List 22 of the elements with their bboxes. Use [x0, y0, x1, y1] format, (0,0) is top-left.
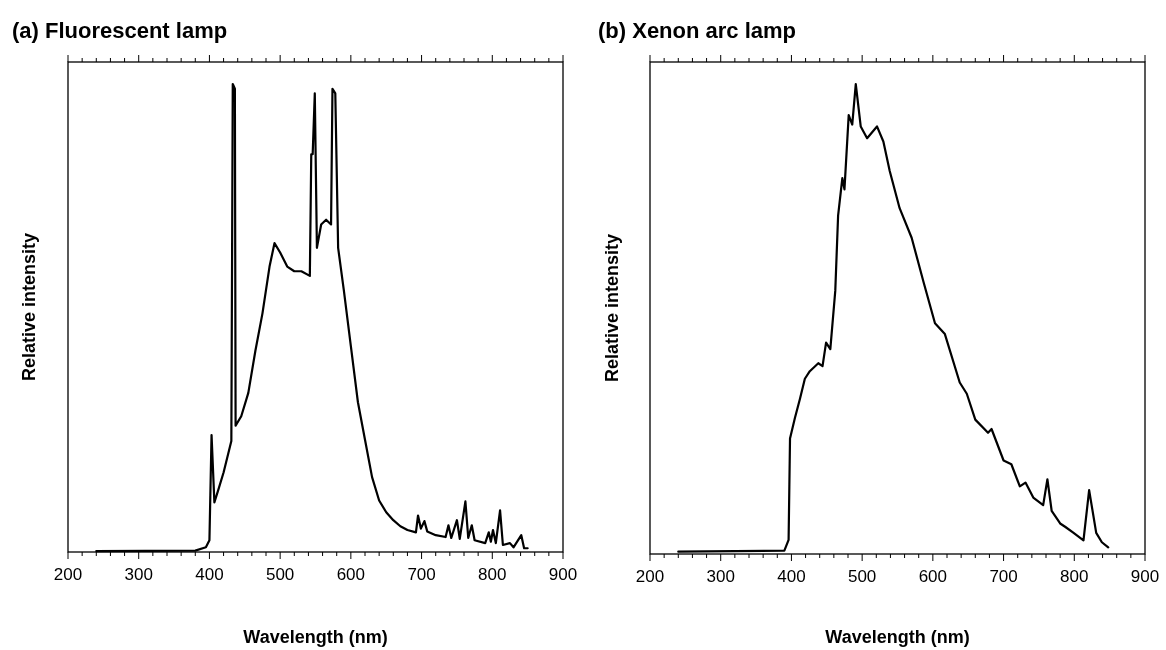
y-axis-title: Relative intensity — [601, 233, 622, 383]
x-tick-label: 400 — [777, 567, 806, 586]
x-tick-label: 700 — [989, 567, 1018, 586]
chart-title: (b) Xenon arc lamp — [598, 18, 797, 43]
x-tick-label: 500 — [265, 565, 295, 584]
x-tick-label: 700 — [407, 565, 436, 584]
x-axis-title: Wavelength (nm) — [825, 627, 970, 647]
x-tick-label: 900 — [548, 565, 578, 584]
x-tick-label: 900 — [1130, 567, 1160, 586]
x-tick-label: 300 — [124, 565, 153, 584]
x-axis-title: Wavelength (nm) — [243, 627, 388, 647]
x-tick-label: 600 — [918, 567, 948, 586]
x-tick-label: 800 — [478, 565, 507, 584]
x-tick-label: 200 — [635, 567, 665, 586]
x-tick-label: 300 — [706, 567, 735, 586]
x-tick-label: 800 — [1060, 567, 1089, 586]
x-tick-label: 500 — [847, 567, 877, 586]
x-tick-label: 400 — [195, 565, 224, 584]
x-tick-label: 200 — [53, 565, 83, 584]
chart-title: (a) Fluorescent lamp — [12, 18, 228, 43]
x-tick-label: 600 — [336, 565, 366, 584]
y-axis-title: Relative intensity — [18, 232, 39, 382]
